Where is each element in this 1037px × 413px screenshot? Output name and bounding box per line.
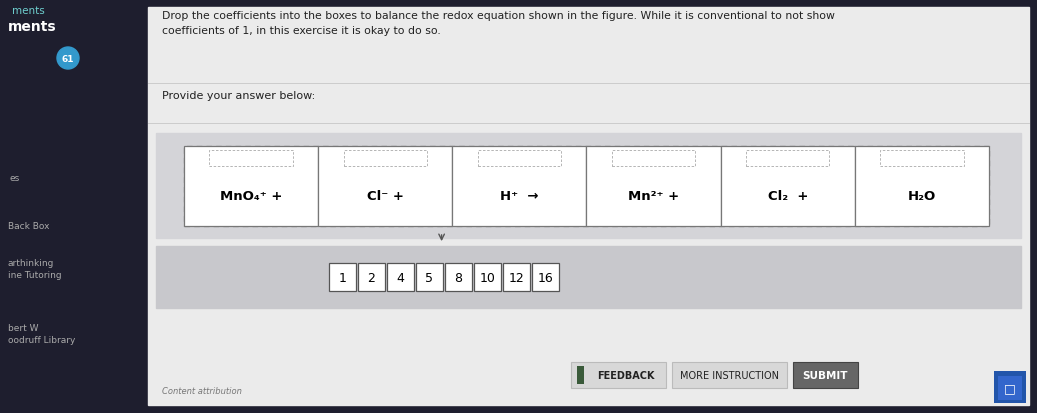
Bar [184, 147, 989, 226]
Text: Cl₂  +: Cl₂ + [767, 190, 808, 203]
Bar [329, 263, 356, 291]
Text: oodruff Library: oodruff Library [8, 335, 76, 344]
Bar [478, 151, 561, 166]
Text: SUBMIT: SUBMIT [803, 370, 848, 380]
Text: Drop the coefficients into the boxes to balance the redox equation shown in the : Drop the coefficients into the boxes to … [162, 11, 835, 21]
Text: ments: ments [8, 20, 57, 34]
Text: MnO₄⁺ +: MnO₄⁺ + [220, 190, 282, 203]
Text: H⁺  →: H⁺ → [500, 190, 538, 203]
Bar [854, 147, 989, 226]
Text: FEEDBACK: FEEDBACK [597, 370, 654, 380]
Text: Back Box: Back Box [8, 221, 50, 230]
Bar [747, 151, 830, 166]
Text: bert W: bert W [8, 323, 38, 332]
Bar [793, 362, 858, 388]
Bar [184, 147, 318, 226]
Text: 1: 1 [338, 271, 346, 284]
Text: 5: 5 [425, 271, 433, 284]
Bar [156, 134, 1021, 238]
Bar [612, 151, 695, 166]
Bar [156, 247, 1021, 308]
Text: 16: 16 [537, 271, 554, 284]
Text: 2: 2 [367, 271, 375, 284]
Text: H₂O: H₂O [907, 190, 936, 203]
Bar [358, 263, 385, 291]
Bar [209, 151, 292, 166]
Bar [318, 147, 452, 226]
Bar [452, 147, 587, 226]
Bar [387, 263, 414, 291]
Bar [587, 147, 721, 226]
Text: ine Tutoring: ine Tutoring [8, 271, 61, 279]
Circle shape [57, 48, 79, 70]
Bar [577, 366, 584, 384]
Bar [571, 362, 666, 388]
Text: Mn²⁺ +: Mn²⁺ + [628, 190, 679, 203]
Text: 8: 8 [454, 271, 463, 284]
Text: MORE INSTRUCTION: MORE INSTRUCTION [680, 370, 779, 380]
Bar [721, 147, 854, 226]
Text: Provide your answer below:: Provide your answer below: [162, 91, 315, 101]
Bar [0, 0, 140, 413]
Text: 4: 4 [396, 271, 404, 284]
Text: coefficients of 1, in this exercise it is okay to do so.: coefficients of 1, in this exercise it i… [162, 26, 441, 36]
Bar [994, 371, 1026, 403]
Bar [148, 8, 1029, 405]
Text: 61: 61 [62, 55, 75, 63]
Bar [672, 362, 787, 388]
Text: 12: 12 [508, 271, 525, 284]
Text: arthinking: arthinking [8, 259, 54, 267]
Bar [503, 263, 530, 291]
Text: □: □ [1004, 382, 1016, 394]
Bar [532, 263, 559, 291]
Text: 10: 10 [479, 271, 496, 284]
Bar [474, 263, 501, 291]
Bar [880, 151, 963, 166]
Text: Cl⁻ +: Cl⁻ + [367, 190, 403, 203]
Bar [416, 263, 443, 291]
Bar [445, 263, 472, 291]
Bar [343, 151, 427, 166]
Bar [998, 376, 1022, 400]
Text: ments: ments [12, 6, 45, 16]
Text: Content attribution: Content attribution [162, 386, 242, 395]
Text: es: es [10, 173, 21, 183]
